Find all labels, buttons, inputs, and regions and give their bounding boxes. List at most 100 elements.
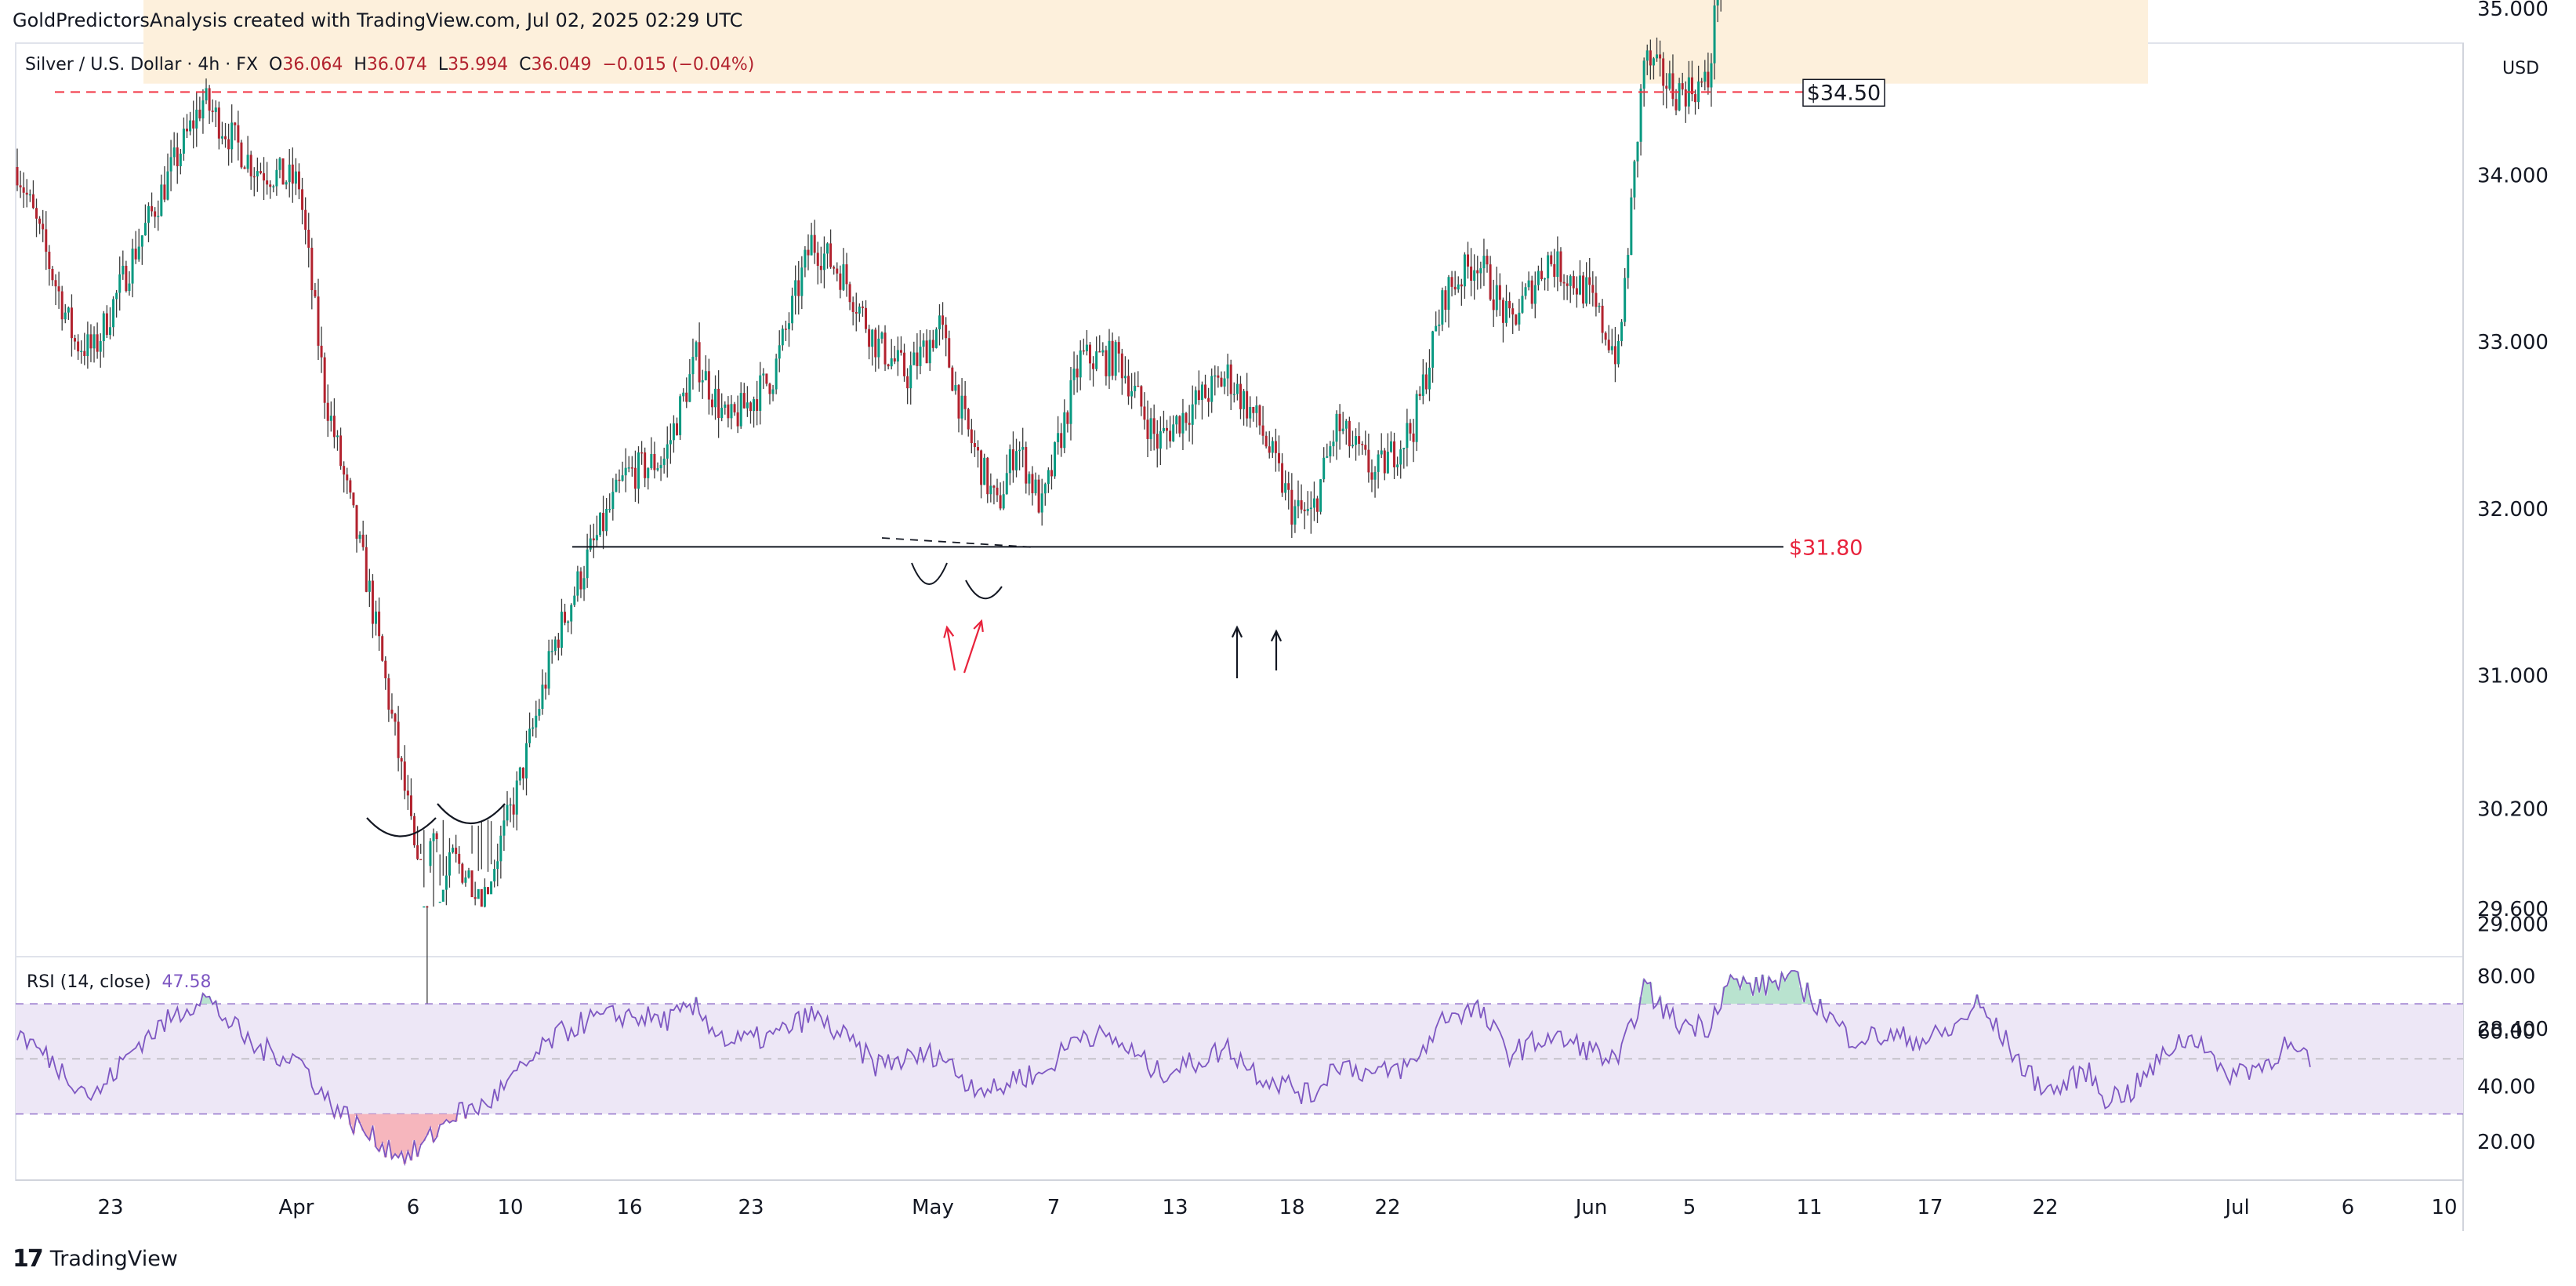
candle <box>160 174 163 217</box>
candle <box>19 170 22 198</box>
candle-body <box>1684 89 1687 107</box>
candle-body <box>931 340 934 348</box>
candle-body <box>1412 433 1415 442</box>
candle <box>1396 456 1399 476</box>
candle <box>1505 285 1508 327</box>
candle <box>797 260 800 315</box>
candle <box>1518 299 1521 331</box>
candle <box>1114 340 1117 381</box>
candle <box>60 285 63 331</box>
candle-body <box>992 485 996 488</box>
candle <box>1098 335 1101 353</box>
candle-body <box>154 211 157 217</box>
candle <box>1681 72 1684 96</box>
candle-body <box>45 229 48 252</box>
candle <box>301 177 304 225</box>
candle-body <box>1111 340 1114 376</box>
candle-body <box>189 120 192 132</box>
candle <box>1665 73 1668 109</box>
candle-body <box>1332 441 1335 447</box>
candle-body <box>314 290 317 297</box>
candle-body <box>51 268 54 281</box>
candle <box>151 192 154 217</box>
candle-body <box>1072 369 1076 380</box>
candle <box>1028 471 1031 496</box>
legend-high: 36.074 <box>366 55 427 74</box>
candle <box>105 305 108 339</box>
candle <box>1598 302 1601 313</box>
candle <box>80 340 83 364</box>
candle-body <box>361 534 365 547</box>
candle-body <box>1043 484 1047 494</box>
candle-body <box>1540 271 1543 279</box>
candle-body <box>234 122 237 125</box>
candle-body <box>1530 280 1533 304</box>
candle <box>730 394 733 430</box>
candle-body <box>1008 449 1011 474</box>
candle-body <box>339 435 343 467</box>
candle-body <box>105 313 108 336</box>
candle-body <box>1040 493 1043 513</box>
candle-body <box>179 153 182 167</box>
candle-body <box>307 229 310 248</box>
candle-body <box>1578 275 1581 295</box>
candle-body <box>409 795 412 816</box>
candle-body <box>611 492 615 509</box>
candle <box>1470 248 1473 296</box>
candle <box>637 446 640 504</box>
rsi-line <box>16 970 2311 1167</box>
candle-body <box>208 88 211 111</box>
rsi-legend-name[interactable]: RSI (14, close) <box>27 972 151 992</box>
candle <box>31 180 34 209</box>
candle-body <box>413 816 416 845</box>
candle <box>1678 78 1681 111</box>
candle <box>570 603 573 634</box>
candle-body <box>467 870 470 878</box>
candle <box>695 340 698 361</box>
candle-body <box>310 247 314 291</box>
legend-symbol[interactable]: Silver / U.S. Dollar · 4h · FX <box>25 55 259 74</box>
candle-body <box>1370 472 1373 480</box>
resistance-label-text: $34.50 <box>1807 81 1881 105</box>
candle <box>375 600 378 636</box>
candle-body <box>464 877 467 883</box>
candle-body <box>819 265 822 271</box>
candle <box>227 123 230 166</box>
candle <box>304 197 307 245</box>
candle-body <box>1645 50 1649 61</box>
candle-body <box>644 452 647 478</box>
time-axis[interactable]: 23 Apr 6 10 16 23 May 7 13 18 22 Jun 5 11 17 22 Jul 6 10 <box>97 1196 2457 1219</box>
candle <box>807 234 810 271</box>
candle <box>547 639 550 696</box>
candle <box>86 322 89 369</box>
candle-body <box>598 513 601 536</box>
candle-body <box>358 534 361 539</box>
candle-body <box>1101 350 1105 353</box>
candle <box>294 158 297 195</box>
candle <box>349 478 352 499</box>
candle-body <box>192 120 195 129</box>
candle <box>1575 276 1578 308</box>
candle <box>586 533 589 588</box>
candle <box>1332 430 1335 457</box>
candle <box>490 821 493 895</box>
candle-body <box>659 464 662 469</box>
candle-body <box>762 373 765 376</box>
candle-body <box>1181 412 1185 434</box>
candle <box>137 228 140 262</box>
candle-body <box>163 184 166 200</box>
candle <box>394 712 397 736</box>
candle <box>1415 390 1418 452</box>
candle-body <box>999 495 1002 509</box>
candle-body <box>93 334 96 349</box>
candle-body <box>1649 50 1652 66</box>
time-tick-label: 7 <box>1047 1196 1061 1219</box>
candle <box>70 294 73 357</box>
currency-label[interactable]: USD <box>2502 59 2539 78</box>
candle <box>314 282 317 299</box>
price-axis[interactable]: 38.00037.00036.00035.00034.00033.00032.0… <box>2467 0 2559 1154</box>
annotations: $34.50 $31.80 <box>55 78 1885 837</box>
candle-body <box>1435 325 1438 332</box>
candle-body <box>1710 63 1713 88</box>
